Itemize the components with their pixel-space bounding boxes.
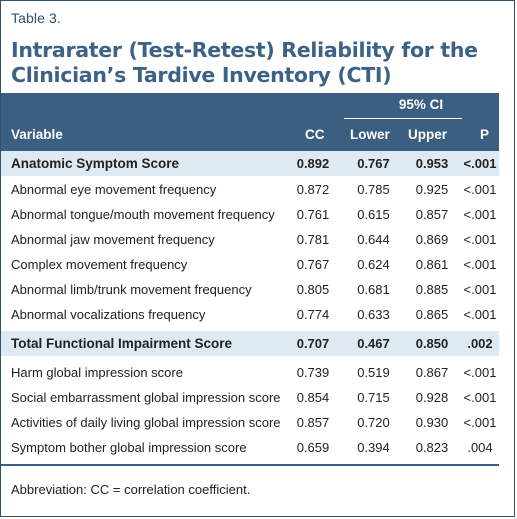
cell-cc: 0.805	[296, 282, 330, 297]
table-row: Abnormal jaw movement frequency 0.781 0.64…	[1, 227, 499, 252]
table-row: Social embarrassment global impression s…	[1, 385, 499, 410]
table-title-line-2: Clinician’s Tardive Inventory (CTI)	[11, 63, 392, 87]
cell-upper: 0.953	[415, 156, 449, 171]
cell-upper: 0.925	[415, 182, 449, 197]
cell-variable: Social embarrassment global impression s…	[11, 390, 281, 405]
cell-p: .004	[467, 440, 493, 455]
cell-cc: 0.767	[296, 257, 330, 272]
cell-variable: Abnormal tongue/mouth movement frequency	[11, 207, 275, 222]
cell-cc: 0.774	[296, 307, 330, 322]
cell-upper: 0.861	[415, 257, 449, 272]
table-row: Harm global impression score 0.739 0.519 0.…	[1, 360, 499, 385]
cell-cc: 0.854	[296, 390, 330, 405]
header-variable: Variable	[11, 127, 63, 142]
cell-lower: 0.767	[357, 156, 390, 171]
cell-lower: 0.644	[357, 232, 390, 247]
table-row: Abnormal vocalizations frequency 0.774 0.6…	[1, 302, 499, 327]
bottom-rule	[1, 464, 499, 466]
table-row: Symptom bother global impression score 0.…	[1, 435, 499, 460]
cell-cc: 0.872	[296, 182, 330, 197]
cell-upper: 0.928	[415, 390, 449, 405]
table-row: Complex movement frequency 0.767 0.624 0.86…	[1, 252, 499, 277]
cell-upper: 0.857	[415, 207, 449, 222]
cell-cc: 0.739	[296, 365, 330, 380]
table-row: Abnormal tongue/mouth movement frequency…	[1, 202, 499, 227]
cell-lower: 0.624	[357, 257, 390, 272]
cell-upper: 0.867	[415, 365, 449, 380]
cell-variable: Symptom bother global impression score	[11, 440, 247, 455]
cell-lower: 0.519	[357, 365, 390, 380]
cell-variable: Abnormal vocalizations frequency	[11, 307, 206, 322]
table-row: Activities of daily living global impres…	[1, 410, 499, 435]
cell-p: <.001	[463, 390, 497, 405]
table-header: 95% CI Variable CC Lower Upper P	[1, 93, 499, 150]
cell-upper: 0.850	[415, 336, 449, 351]
cell-cc: 0.707	[296, 336, 330, 351]
cell-variable: Activities of daily living global impres…	[11, 415, 281, 430]
cell-p: <.001	[463, 182, 497, 197]
cell-variable: Abnormal jaw movement frequency	[11, 232, 215, 247]
cell-lower: 0.394	[357, 440, 390, 455]
cell-variable: Anatomic Symptom Score	[11, 156, 180, 171]
header-p: P	[480, 127, 490, 142]
cell-p: <.001	[463, 365, 497, 380]
cell-lower: 0.785	[357, 182, 390, 197]
cell-upper: 0.869	[415, 232, 449, 247]
cell-cc: 0.892	[296, 156, 330, 171]
cell-variable: Harm global impression score	[11, 365, 183, 380]
cell-p: <.001	[463, 415, 497, 430]
header-cc: CC	[305, 127, 325, 142]
cell-variable: Abnormal limb/trunk movement frequency	[11, 282, 252, 297]
footnote: Abbreviation: CC = correlation coefficie…	[11, 482, 251, 497]
header-ci-rule	[344, 118, 462, 119]
cell-p: <.001	[463, 207, 497, 222]
cell-variable: Abnormal eye movement frequency	[11, 182, 217, 197]
cell-upper: 0.823	[415, 440, 449, 455]
table-row: Abnormal limb/trunk movement frequency 0.…	[1, 277, 499, 302]
header-ci: 95% CI	[398, 97, 444, 112]
cell-p: <.001	[463, 156, 497, 171]
cell-p: <.001	[463, 232, 497, 247]
cell-cc: 0.761	[296, 207, 330, 222]
table-label: Table 3.	[11, 10, 61, 26]
cell-p: .002	[467, 336, 493, 351]
table-title: Intrarater (Test-Retest) Reliability for…	[11, 38, 506, 88]
table-title-line-1: Intrarater (Test-Retest) Reliability for…	[11, 38, 478, 62]
cell-upper: 0.865	[415, 307, 449, 322]
cell-cc: 0.857	[296, 415, 330, 430]
cell-p: <.001	[463, 257, 497, 272]
cell-variable: Complex movement frequency	[11, 257, 188, 272]
cell-lower: 0.720	[357, 415, 390, 430]
cell-upper: 0.930	[415, 415, 449, 430]
table-row: Abnormal eye movement frequency 0.872 0.78…	[1, 177, 499, 202]
cell-p: <.001	[463, 282, 497, 297]
table-section-row: Total Functional Impairment Score 0.707 0.…	[1, 331, 499, 356]
cell-cc: 0.659	[296, 440, 330, 455]
cell-p: <.001	[463, 307, 497, 322]
table-section-row: Anatomic Symptom Score 0.892 0.767 0.953 <.0…	[1, 151, 499, 176]
cell-upper: 0.885	[415, 282, 449, 297]
cell-variable: Total Functional Impairment Score	[11, 336, 233, 351]
cell-lower: 0.615	[357, 207, 390, 222]
header-upper: Upper	[408, 127, 448, 142]
cell-cc: 0.781	[296, 232, 330, 247]
cell-lower: 0.633	[357, 307, 390, 322]
cell-lower: 0.467	[357, 336, 390, 351]
header-lower: Lower	[350, 127, 390, 142]
cell-lower: 0.681	[357, 282, 390, 297]
cell-lower: 0.715	[357, 390, 390, 405]
